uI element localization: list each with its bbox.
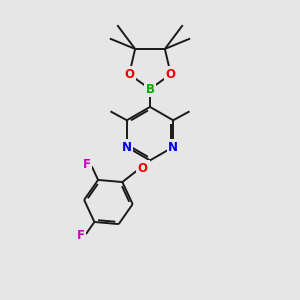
Text: O: O	[166, 68, 176, 81]
Text: O: O	[124, 68, 134, 81]
Text: N: N	[122, 140, 132, 154]
Text: F: F	[76, 229, 85, 242]
Text: N: N	[168, 140, 178, 154]
Text: F: F	[82, 158, 91, 172]
Text: B: B	[146, 82, 154, 96]
Text: O: O	[138, 161, 148, 175]
